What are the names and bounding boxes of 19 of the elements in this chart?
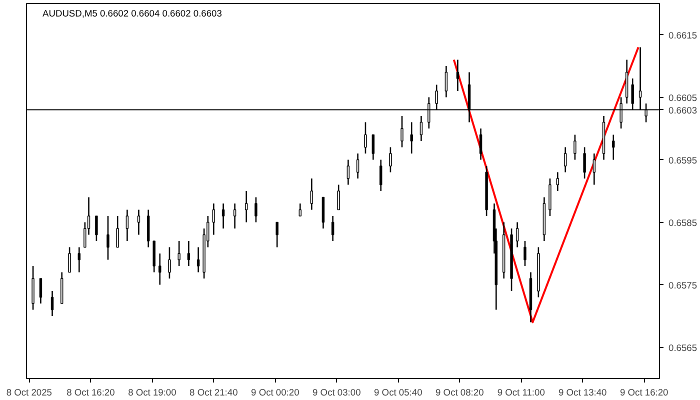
x-tick-label: 9 Oct 16:20: [620, 388, 668, 398]
x-tick-label: 9 Oct 05:40: [374, 388, 422, 398]
y-tick-label: 0.6575: [668, 280, 698, 290]
y-tick-label: 0.6565: [668, 342, 698, 353]
y-tick-label: 0.6605: [668, 92, 698, 103]
y-tick-label: 0.6615: [668, 30, 698, 40]
text: AUDUSD,M5 0.6602 0.6604 0.6602 0.6603: [42, 8, 222, 18]
x-tick-label: 8 Oct 2025: [6, 388, 52, 398]
y-tick-label: 0.6585: [668, 218, 698, 228]
x-tick-label: 8 Oct 16:20: [66, 388, 115, 398]
x-tick-label: 9 Oct 08:20: [436, 388, 484, 398]
x-tick-label: 8 Oct 21:40: [190, 388, 238, 398]
ref-line-label: 0.6603: [668, 105, 698, 116]
x-tick-label: 9 Oct 00:20: [251, 388, 300, 398]
y-tick-label: 0.6595: [668, 155, 698, 166]
x-tick-label: 8 Oct 19:00: [128, 388, 176, 398]
x-tick-label: 9 Oct 13:40: [558, 388, 607, 398]
x-tick-label: 9 Oct 03:00: [312, 388, 361, 398]
x-tick-label: 9 Oct 11:00: [497, 388, 545, 398]
